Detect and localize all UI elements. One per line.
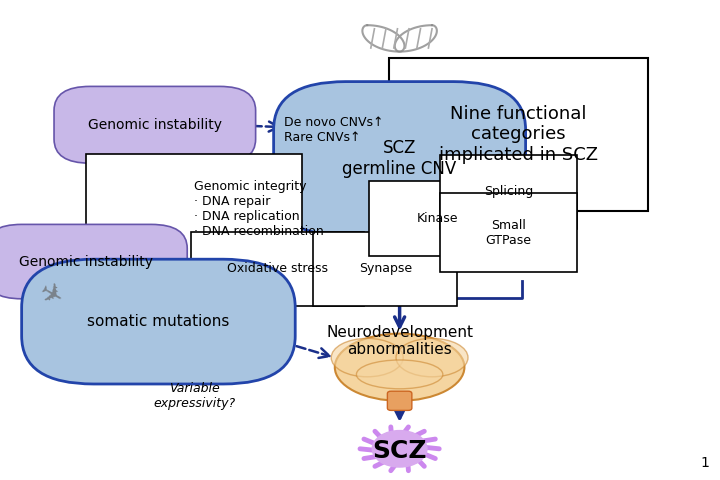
Text: Genomic instability: Genomic instability [19, 254, 153, 269]
Text: Synapse: Synapse [359, 262, 412, 276]
Text: Splicing: Splicing [484, 185, 533, 199]
Text: SCZ: SCZ [372, 439, 427, 463]
FancyBboxPatch shape [274, 82, 526, 235]
FancyBboxPatch shape [387, 391, 412, 410]
FancyBboxPatch shape [313, 232, 457, 306]
FancyBboxPatch shape [86, 154, 302, 264]
FancyBboxPatch shape [0, 225, 187, 299]
Text: Genomic integrity
· DNA repair
· DNA replication
· DNA recombination: Genomic integrity · DNA repair · DNA rep… [194, 180, 324, 238]
FancyBboxPatch shape [54, 86, 256, 163]
Text: Small
GTPase: Small GTPase [485, 219, 531, 247]
Circle shape [372, 431, 427, 467]
Text: Kinase: Kinase [416, 212, 458, 225]
FancyBboxPatch shape [22, 259, 295, 384]
FancyBboxPatch shape [191, 232, 364, 306]
Ellipse shape [331, 338, 403, 377]
FancyBboxPatch shape [440, 193, 577, 272]
Ellipse shape [396, 338, 468, 377]
Text: Neurodevelopment
abnormalities: Neurodevelopment abnormalities [326, 324, 473, 357]
Ellipse shape [356, 360, 443, 389]
FancyBboxPatch shape [369, 181, 505, 255]
Text: somatic mutations: somatic mutations [87, 314, 230, 329]
Text: Variable
expressivity?: Variable expressivity? [153, 382, 235, 410]
Text: ✈: ✈ [33, 277, 68, 313]
Text: 1: 1 [701, 456, 709, 470]
Text: Genomic instability: Genomic instability [88, 118, 222, 132]
Ellipse shape [335, 334, 464, 401]
Text: Oxidative stress: Oxidative stress [227, 262, 328, 276]
FancyBboxPatch shape [440, 155, 577, 229]
FancyBboxPatch shape [389, 58, 648, 211]
Text: SCZ
germline CNV: SCZ germline CNV [343, 139, 456, 178]
Text: Nine functional
categories
implicated in SCZ: Nine functional categories implicated in… [439, 105, 598, 164]
Text: De novo CNVs↑
Rare CNVs↑: De novo CNVs↑ Rare CNVs↑ [284, 116, 384, 144]
